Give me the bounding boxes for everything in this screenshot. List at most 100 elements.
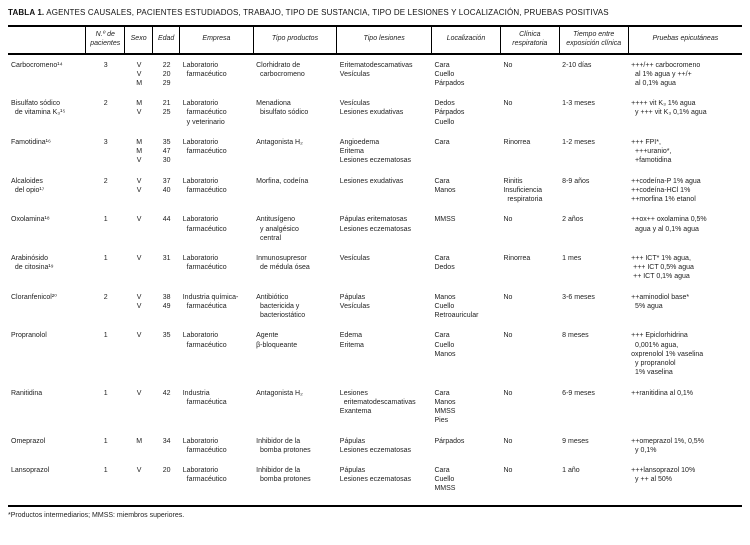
cell-n-pacientes: 1	[103, 255, 108, 263]
cell-agente: Carbocromeno¹⁴	[11, 61, 63, 69]
header-row: N.º de pacientes Sexo Edad Empresa Tipo …	[8, 25, 742, 55]
cell-agente: Cloranfenicol²⁰	[11, 293, 57, 301]
cell-edad: 44	[162, 216, 171, 224]
cell-localizacion: Cara Cuello MMSS	[434, 467, 456, 493]
cell-localizacion: Manos Cuello Retroauricular	[434, 293, 479, 320]
cell-clinica-respiratoria: No	[503, 100, 513, 108]
cell-n-pacientes: 2	[103, 177, 108, 185]
table-row: Famotidina¹⁶ 3 M M V 35 47 30 Laboratorio fa…	[8, 138, 742, 177]
cell-pruebas-epicutaneas: ++codeína-P 1% agua ++codeína-HCl 1% ++m…	[631, 177, 701, 204]
cell-sexo: M	[136, 437, 143, 445]
cell-empresa: Laboratorio farmacéutico	[182, 61, 227, 78]
cell-clinica-respiratoria: No	[503, 332, 513, 340]
cell-empresa: Laboratorio farmacéutico	[182, 216, 227, 233]
table-title: TABLA 1. AGENTES CAUSALES, PACIENTES EST…	[8, 8, 742, 17]
cell-tiempo-exposicion: 3-6 meses	[562, 293, 595, 301]
cell-empresa: Laboratorio farmacéutico	[182, 332, 227, 349]
cell-n-pacientes: 1	[103, 216, 108, 224]
cell-sexo: V	[136, 216, 142, 224]
cell-clinica-respiratoria: No	[503, 61, 513, 69]
cell-localizacion: Cara Manos	[434, 177, 456, 194]
cell-clinica-respiratoria: No	[503, 437, 513, 445]
column-header-tipo-productos: Tipo productos	[252, 25, 337, 55]
cell-tiempo-exposicion: 1 año	[562, 467, 580, 474]
table-body: Carbocromeno¹⁴ 3 V V M 22 20 29 Laboratorio …	[8, 54, 742, 506]
cell-agente: Arabinósido de citosina¹⁹	[11, 255, 54, 272]
cell-n-pacientes: 1	[103, 467, 108, 474]
cell-pruebas-epicutaneas: ++++ vit K₃ 1% agua y +++ vit K₃ 0,1% ag…	[631, 100, 707, 117]
cell-n-pacientes: 2	[103, 293, 108, 301]
cell-pruebas-epicutaneas: ++ox++ oxolamina 0,5% agua y al 0,1% agu…	[631, 216, 707, 233]
table-row: Propranolol 1 V 35 Laboratorio farmacéutico A…	[8, 331, 742, 388]
cell-empresa: Industria farmacéutica	[182, 389, 227, 406]
cell-n-pacientes: 1	[103, 389, 108, 397]
cell-tiempo-exposicion: 2-10 días	[562, 61, 592, 69]
cell-clinica-respiratoria: No	[503, 389, 513, 397]
cell-tipo-lesiones: Vesículas	[339, 255, 370, 263]
cell-tipo-productos: Clorhidrato de carbocromeno	[256, 61, 305, 78]
cell-empresa: Laboratorio farmacéutico	[182, 467, 227, 484]
cell-tiempo-exposicion: 1 mes	[562, 255, 582, 263]
cell-tipo-lesiones: Pápulas Lesiones eczematosas	[339, 467, 412, 484]
cell-edad: 35 47 30	[162, 138, 171, 165]
cell-clinica-respiratoria: Rinitis Insuficiencia respiratoria	[503, 177, 543, 204]
cell-n-pacientes: 3	[103, 61, 108, 69]
cell-agente: Alcaloides del opio¹⁷	[11, 177, 45, 194]
table-row: Carbocromeno¹⁴ 3 V V M 22 20 29 Laboratorio …	[8, 54, 742, 100]
cell-clinica-respiratoria: No	[503, 467, 513, 474]
cell-tipo-productos: Morfina, codeína	[256, 177, 309, 185]
cell-pruebas-epicutaneas: ++omeprazol 1%, 0,5% y 0,1%	[631, 437, 704, 454]
cell-localizacion: MMSS	[434, 216, 456, 224]
column-header-sexo: Sexo	[124, 25, 153, 55]
cell-tipo-productos: Antitusígeno y analgésico central	[256, 216, 299, 242]
table-header: N.º de pacientes Sexo Edad Empresa Tipo …	[8, 25, 742, 55]
cell-tipo-productos: Inmunosupresor de médula ósea	[256, 255, 310, 272]
cell-tipo-productos: Inhibidor de la bomba protones	[256, 437, 311, 454]
cell-tipo-lesiones: Pápulas Lesiones eczematosas	[339, 437, 412, 454]
cell-tipo-lesiones: Eritematodescamativas Vesículas	[339, 61, 413, 78]
table-row: Omeprazol 1 M 34 Laboratorio farmacéutico Inh…	[8, 437, 742, 466]
column-header-tipo-lesiones: Tipo lesiones	[336, 25, 432, 55]
cell-empresa: Laboratorio farmacéutico	[182, 255, 227, 272]
cell-agente: Lansoprazol	[11, 467, 50, 474]
cell-agente: Ranitidina	[11, 389, 43, 397]
cell-edad: 34	[162, 437, 171, 445]
cell-agente: Omeprazol	[11, 437, 46, 445]
column-header-pruebas-epicutaneas: Pruebas epicutáneas	[627, 25, 742, 55]
cell-tipo-lesiones: Edema Eritema	[339, 332, 364, 349]
cell-clinica-respiratoria: Rinorrea	[503, 255, 531, 263]
cell-agente: Propranolol	[11, 332, 47, 340]
column-header-tiempo-exposicion: Tiempo entre exposición clínica	[558, 25, 629, 55]
cell-localizacion: Dedos Párpados Cuello	[434, 100, 465, 126]
cell-localizacion: Cara Manos MMSS Pies	[434, 389, 456, 425]
cell-empresa: Laboratorio farmacéutico	[182, 138, 227, 156]
table-row: Ranitidina 1 V 42 Industria farmacéutica Anta…	[8, 389, 742, 437]
cell-edad: 31	[162, 255, 171, 263]
cell-edad: 37 40	[162, 177, 171, 194]
cell-tiempo-exposicion: 8-9 años	[562, 177, 590, 185]
cell-n-pacientes: 2	[103, 100, 108, 108]
cell-sexo: M M V	[136, 138, 143, 165]
column-header-empresa: Empresa	[179, 25, 254, 55]
cell-pruebas-epicutaneas: +++ Epiclorhidrina 0,001% agua, oxprenol…	[631, 332, 704, 377]
cell-n-pacientes: 1	[103, 437, 108, 445]
cell-tipo-lesiones: Vesículas Lesiones exudativas	[339, 100, 404, 117]
table-row: Lansoprazol 1 V 20 Laboratorio farmacéutico I…	[8, 466, 742, 506]
cell-tiempo-exposicion: 1-2 meses	[562, 138, 595, 146]
cell-tipo-productos: Menadiona bisulfato sódico	[256, 100, 309, 117]
table-row: Cloranfenicol²⁰ 2 V V 38 49 Industria químic…	[8, 293, 742, 332]
table-row: Bisulfato sódico de vitamina K₃¹⁵ 2 M V 21 …	[8, 99, 742, 138]
cell-tipo-productos: Inhibidor de la bomba protones	[256, 467, 311, 484]
column-header-agente	[8, 25, 86, 55]
cell-pruebas-epicutaneas: +++lansoprazol 10% y ++ al 50%	[631, 467, 696, 484]
table-row: Oxolamina¹⁸ 1 V 44 Laboratorio farmacéutico A…	[8, 215, 742, 254]
column-header-localizacion: Localización	[430, 25, 501, 55]
cell-tipo-lesiones: Lesiones exudativas	[339, 177, 404, 185]
table-row: Alcaloides del opio¹⁷ 2 V V 37 40 Laboratori…	[8, 177, 742, 216]
cell-tipo-productos: Antagonista H₂	[256, 389, 303, 397]
cell-n-pacientes: 3	[103, 138, 108, 146]
cell-empresa: Industria química- farmacéutica	[182, 293, 239, 310]
cell-sexo: V	[136, 255, 142, 263]
cell-sexo: V V	[136, 177, 142, 194]
cell-localizacion: Cara	[434, 138, 450, 146]
